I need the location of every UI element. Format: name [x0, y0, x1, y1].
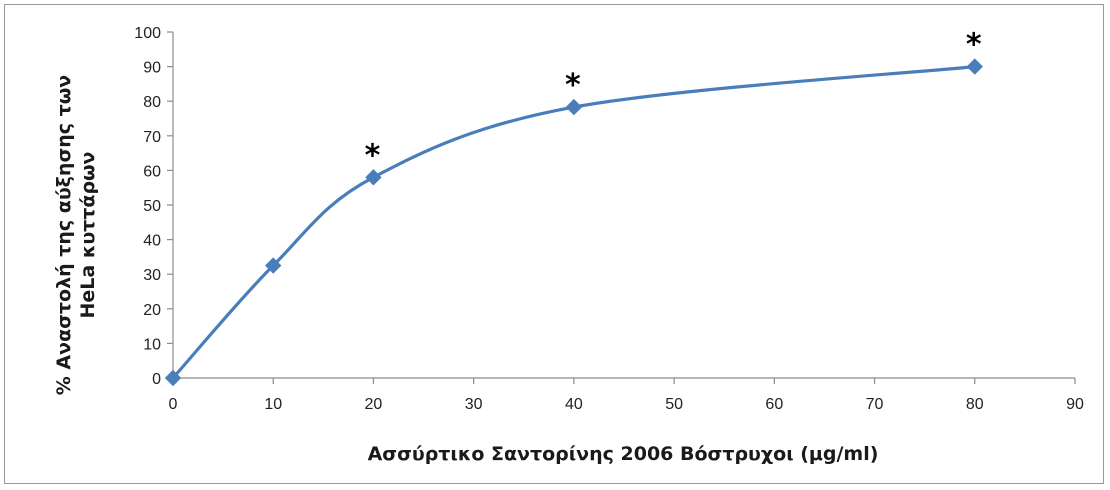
y-tick-label: 0 — [152, 371, 161, 388]
significance-star: * — [565, 68, 581, 103]
y-tick-label: 60 — [143, 163, 161, 180]
x-tick-label: 20 — [365, 396, 383, 413]
plot-area: 0 10 20 30 40 50 60 70 80 90 100 0 10 20 30 40 50 60 70 80 9… — [134, 25, 1084, 413]
data-point-marker — [966, 58, 983, 75]
data-point-marker — [365, 169, 382, 186]
y-tick-label: 100 — [134, 25, 161, 42]
data-point-marker — [164, 369, 182, 387]
x-tick-label: 80 — [966, 396, 984, 413]
significance-star: * — [966, 28, 982, 63]
y-tick-label: 30 — [143, 267, 161, 284]
y-tick-label: 40 — [143, 233, 161, 250]
y-axis-title-line-1: % Αναστολή της αύξησης των — [53, 75, 75, 395]
y-tick-label: 90 — [143, 60, 161, 77]
chart-frame — [4, 4, 1104, 484]
y-tick-label: 20 — [143, 302, 161, 319]
data-point-marker — [265, 257, 282, 274]
x-tick-label: 70 — [866, 396, 884, 413]
x-axis-title: Ασσύρτικο Σαντορίνης 2006 Βόστρυχοι (μg/… — [368, 443, 879, 465]
y-tick-label: 80 — [143, 94, 161, 111]
series-line — [171, 65, 975, 380]
x-tick-label: 30 — [465, 396, 483, 413]
y-axis-title-line-2: HeLa κυττάρων — [77, 151, 99, 318]
y-tick-label: 70 — [143, 129, 161, 146]
data-point-marker — [565, 98, 583, 116]
y-axis-title: % Αναστολή της αύξησης των HeLa κυττάρων — [53, 75, 99, 395]
x-tick-label: 50 — [665, 396, 683, 413]
x-tick-label: 60 — [765, 396, 783, 413]
x-tick-label: 40 — [565, 396, 583, 413]
x-tick-label: 10 — [264, 396, 282, 413]
significance-star: * — [365, 138, 381, 173]
x-tick-label: 90 — [1066, 396, 1084, 413]
y-tick-label: 50 — [143, 198, 161, 215]
y-tick-label: 10 — [143, 336, 161, 353]
x-tick-label: 0 — [169, 396, 178, 413]
